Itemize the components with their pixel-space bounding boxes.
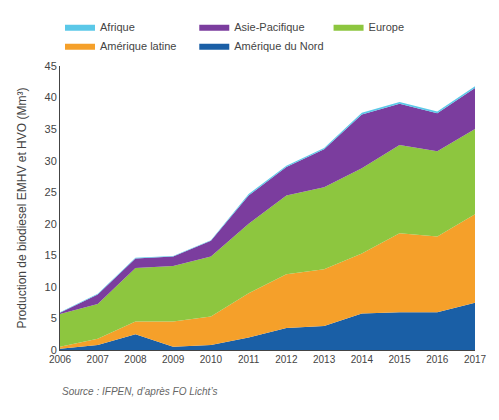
svg-text:2017: 2017 — [464, 354, 487, 365]
svg-text:Production de biodiesel EMHV e: Production de biodiesel EMHV et HVO (Mm³… — [15, 88, 29, 329]
svg-text:15: 15 — [45, 249, 57, 261]
svg-text:Europe: Europe — [369, 21, 404, 33]
svg-text:Amérique latine: Amérique latine — [100, 40, 176, 52]
svg-text:2006: 2006 — [49, 354, 72, 365]
svg-text:Amérique du Nord: Amérique du Nord — [234, 40, 323, 52]
svg-text:0: 0 — [51, 344, 57, 356]
svg-text:2011: 2011 — [238, 354, 260, 365]
svg-text:2013: 2013 — [313, 354, 336, 365]
svg-text:40: 40 — [45, 91, 57, 103]
svg-text:2009: 2009 — [162, 354, 185, 365]
svg-text:2007: 2007 — [87, 354, 110, 365]
svg-text:10: 10 — [45, 281, 57, 293]
svg-text:Asie-Pacifique: Asie-Pacifique — [234, 21, 304, 33]
svg-text:Source : IFPEN, d’après FO Lic: Source : IFPEN, d’après FO Licht’s — [62, 386, 217, 397]
svg-text:35: 35 — [45, 123, 57, 135]
svg-text:25: 25 — [45, 186, 57, 198]
svg-text:2012: 2012 — [275, 354, 298, 365]
svg-text:20: 20 — [45, 218, 57, 230]
svg-text:5: 5 — [51, 312, 57, 324]
svg-text:2008: 2008 — [124, 354, 147, 365]
svg-text:2010: 2010 — [200, 354, 223, 365]
svg-text:2014: 2014 — [351, 354, 374, 365]
svg-text:2016: 2016 — [426, 354, 449, 365]
svg-text:2015: 2015 — [388, 354, 411, 365]
svg-text:30: 30 — [45, 155, 57, 167]
svg-text:Afrique: Afrique — [100, 21, 135, 33]
svg-text:45: 45 — [45, 60, 57, 72]
